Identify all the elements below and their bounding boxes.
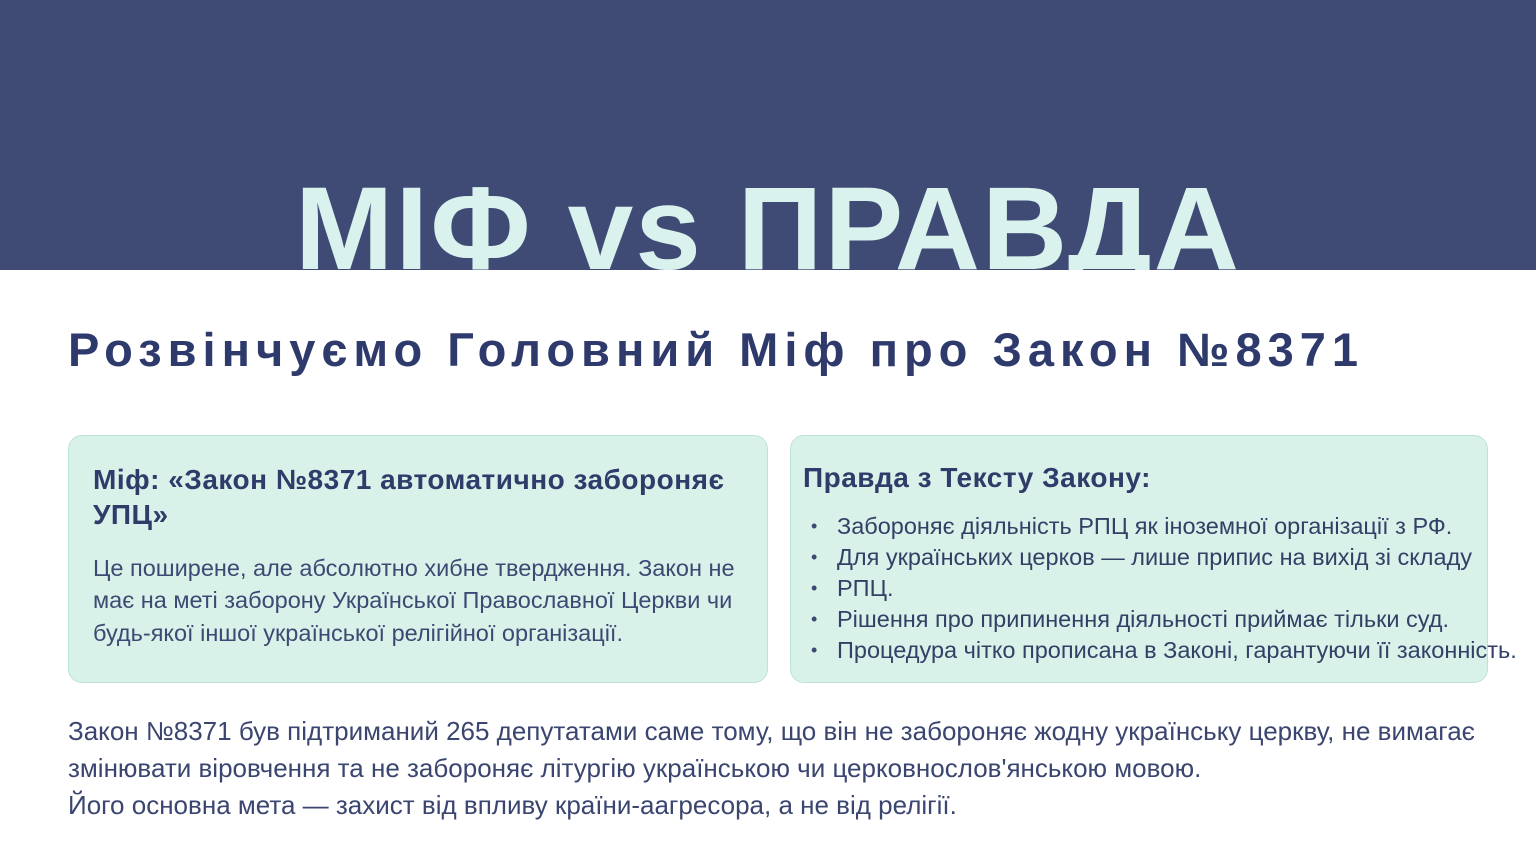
myth-card-title: Міф: «Закон №8371 автоматично забороняє … (93, 464, 725, 530)
list-item: • Забороняє діяльність РПЦ як іноземної … (803, 511, 1475, 542)
bullet-text: Процедура чітко прописана в Законі, гара… (837, 637, 1517, 663)
bullet-text: Забороняє діяльність РПЦ як іноземної ор… (837, 513, 1453, 539)
bullet-icon: • (811, 609, 818, 629)
bullet-text: Рішення про припинення діяльності прийма… (837, 606, 1450, 632)
bullet-text: РПЦ. (837, 575, 894, 601)
bullet-icon: • (811, 640, 818, 660)
cards-row: Міф: «Закон №8371 автоматично забороняє … (68, 435, 1517, 683)
truth-bullet-list: • Забороняє діяльність РПЦ як іноземної … (803, 511, 1517, 666)
truth-card: Правда з Тексту Закону: • Забороняє діял… (790, 435, 1517, 683)
list-item: • Рішення про припинення діяльності прий… (803, 604, 1475, 635)
bullet-icon: • (811, 516, 818, 536)
footer-line-1: Закон №8371 був підтриманий 265 депутата… (68, 716, 1475, 783)
myth-card-body: Це поширене, але абсолютно хибне твердже… (93, 555, 735, 646)
myth-card: Міф: «Закон №8371 автоматично забороняє … (68, 435, 768, 683)
slide-subtitle: Розвінчуємо Головний Міф про Закон №8371 (68, 323, 1365, 376)
footer-line-2: Його основна мета — захист від впливу кр… (68, 789, 957, 820)
title-banner: МІФ vs ПРАВДА (0, 0, 1536, 270)
truth-card-title: Правда з Тексту Закону: (803, 462, 1151, 493)
list-item: • Для українських церков — лише припис н… (803, 542, 1475, 573)
bullet-icon: • (811, 547, 818, 567)
list-item: • РПЦ. (803, 573, 1475, 604)
footer-paragraph: Закон №8371 був підтриманий 265 депутата… (68, 713, 1496, 824)
slide-main-title: МІФ vs ПРАВДА (295, 163, 1241, 270)
bullet-text: Для українських церков — лише припис на … (837, 544, 1473, 570)
list-item: • Процедура чітко прописана в Законі, га… (803, 635, 1517, 666)
bullet-icon: • (811, 578, 818, 598)
